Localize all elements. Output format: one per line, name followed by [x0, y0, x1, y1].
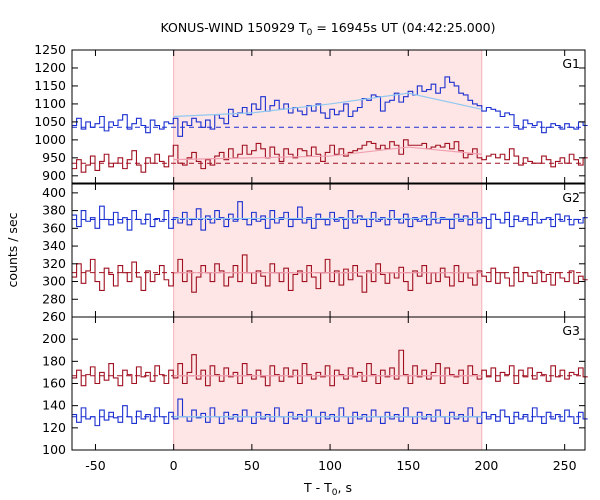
y-axis-label: counts / sec [5, 212, 20, 287]
x-tick-label: -50 [85, 458, 105, 473]
y-tick-label: 140 [42, 398, 66, 413]
x-axis-label-suffix: , s [338, 480, 352, 495]
y-tick-label: 380 [42, 203, 66, 218]
y-tick-label: 300 [42, 274, 66, 289]
x-axis-label-subscript: 0 [332, 488, 338, 498]
panel-g3: 100 120 140 160 180 200 G3 [42, 316, 588, 457]
y-tick-label: 200 [42, 331, 66, 346]
y-tick-label: 120 [42, 420, 66, 435]
x-tick-label: 150 [396, 458, 420, 473]
y-tick-label: 280 [42, 291, 66, 306]
x-tick-label: 100 [318, 458, 342, 473]
y-tick-label: 1000 [34, 132, 66, 147]
x-axis-label: T - T0, s [303, 480, 352, 498]
x-tick-label: 50 [244, 458, 260, 473]
y-tick-label: 320 [42, 256, 66, 271]
fit-line-low [173, 92, 482, 118]
y-tick-label: 1250 [34, 42, 66, 57]
panel-label: G1 [562, 56, 580, 71]
y-tick-label: 900 [42, 168, 66, 183]
chart-title-suffix: = 16945s UT (04:42:25.000) [312, 20, 495, 35]
x-tick-label: 0 [170, 458, 178, 473]
y-tick-label: 1100 [34, 96, 66, 111]
x-tick-label: 250 [553, 458, 577, 473]
series-line-high [72, 139, 588, 173]
panel-g2: 260 280 300 320 340 360 380 400 G2 [42, 183, 588, 324]
panel-label: G3 [562, 323, 580, 338]
y-tick-label: 1050 [34, 114, 66, 129]
y-tick-label: 180 [42, 353, 66, 368]
highlight-interval [173, 50, 482, 183]
series-line-low [72, 76, 588, 137]
panel-frame [71, 49, 586, 184]
y-tick-label: 400 [42, 185, 66, 200]
y-tick-label: 360 [42, 220, 66, 235]
chart-title-prefix: KONUS-WIND 150929 T [160, 20, 306, 35]
y-tick-label: 1200 [34, 60, 66, 75]
y-tick-label: 1150 [34, 78, 66, 93]
x-tick-label: 200 [475, 458, 499, 473]
x-axis-label-prefix: T - T [303, 480, 332, 495]
panels-group: 900950100010501100115012001250G126028030… [34, 42, 588, 473]
highlight-interval [173, 184, 482, 317]
y-tick-label: 260 [42, 309, 66, 324]
highlight-interval [173, 317, 482, 450]
panel-g1: 900 950 1000 1050 1100 1150 1200 1250 G1 [34, 42, 588, 184]
y-tick-label: 160 [42, 376, 66, 391]
chart-title-subscript: 0 [307, 28, 313, 38]
y-tick-label: 100 [42, 442, 66, 457]
y-tick-label: 340 [42, 238, 66, 253]
series-line-high [72, 254, 588, 293]
fit-line-high [173, 146, 482, 161]
panel-label: G2 [562, 190, 580, 205]
chart-title: KONUS-WIND 150929 T0 = 16945s UT (04:42:… [160, 20, 495, 38]
y-tick-label: 950 [42, 150, 66, 165]
